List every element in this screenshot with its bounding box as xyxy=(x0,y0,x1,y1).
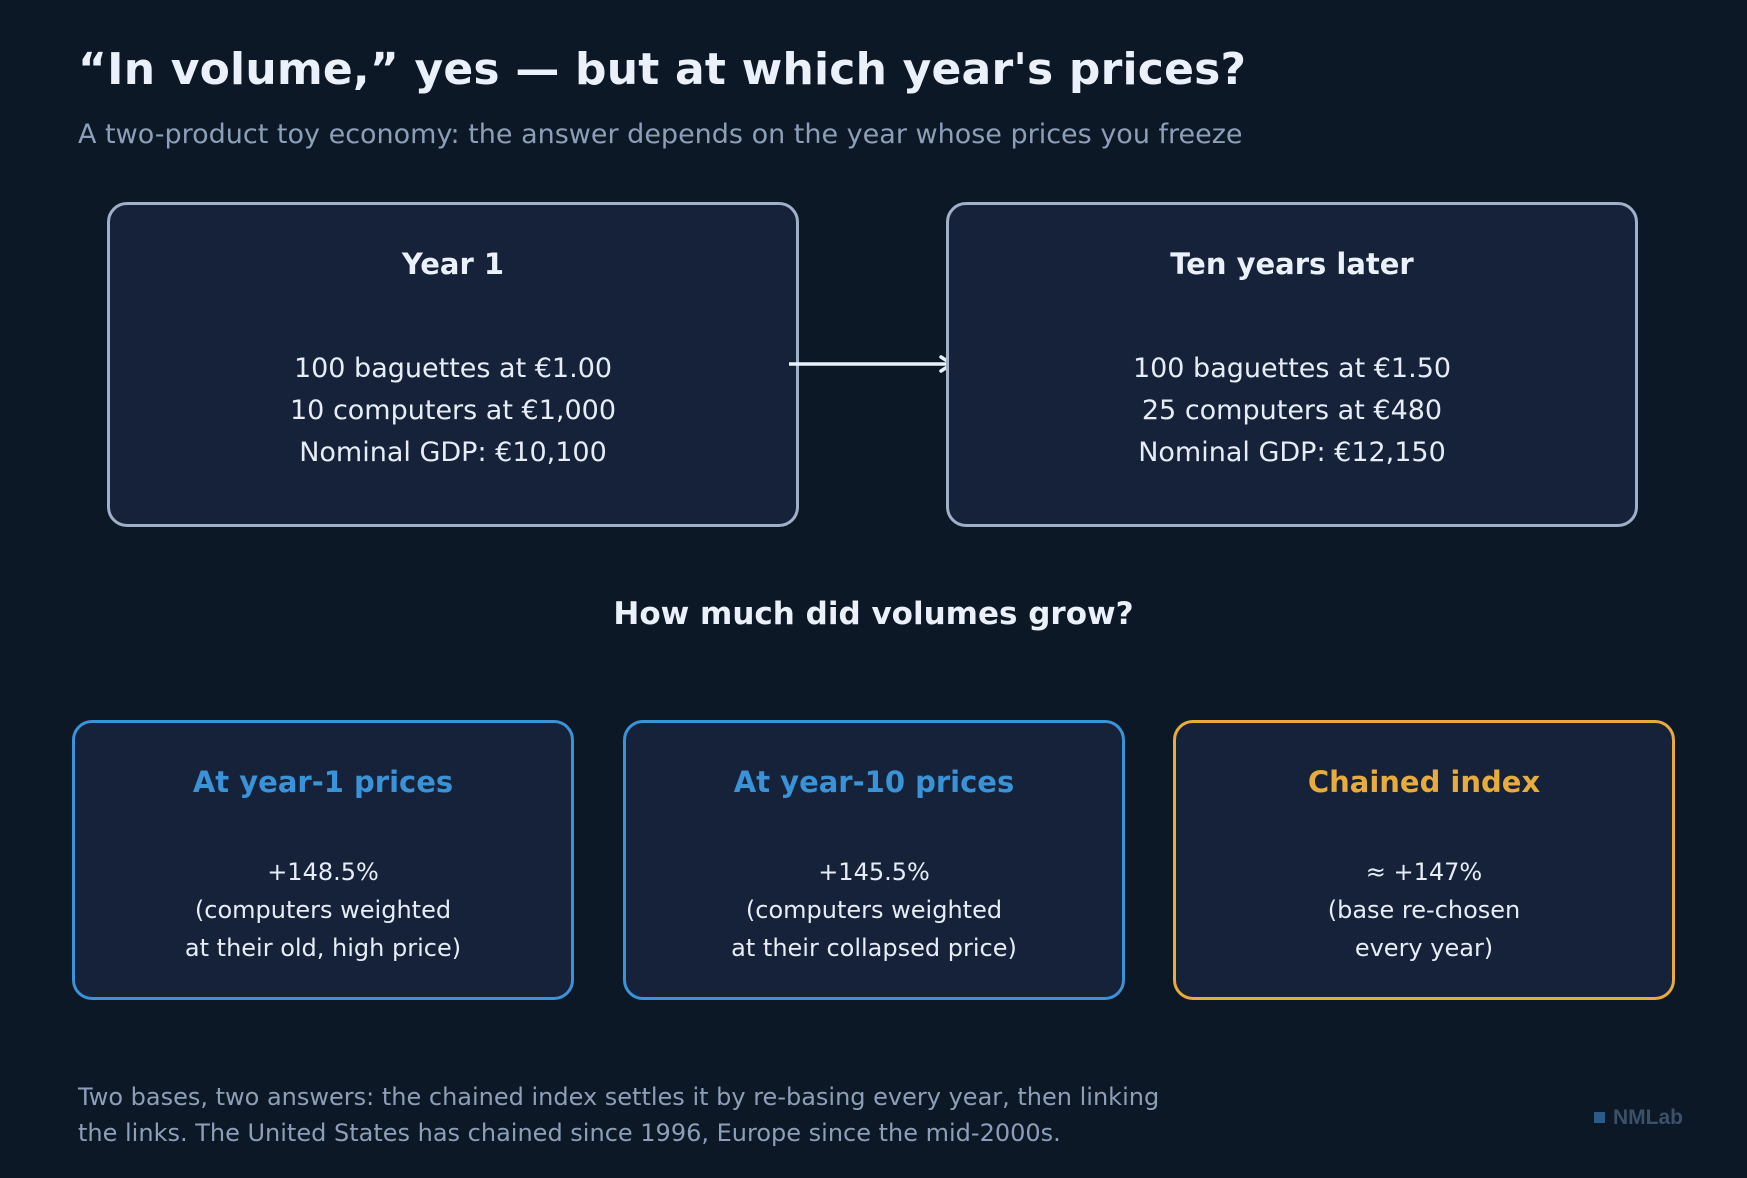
result-chained-note-cont: every year) xyxy=(1354,934,1494,962)
result-year-10-heading: At year-10 prices xyxy=(733,765,1015,799)
arrow-right-icon xyxy=(789,355,954,373)
year-10-computers: 25 computers at €480 xyxy=(1141,395,1443,426)
year-10-details: 100 baguettes at €1.50 25 computers at €… xyxy=(949,348,1635,474)
result-year-10-value: +145.5% xyxy=(818,858,930,886)
brand-name: NMLab xyxy=(1613,1106,1683,1129)
result-chained-heading: Chained index xyxy=(1307,765,1541,799)
result-chained-details: ≈ +147% (base re-chosen every year) xyxy=(1176,853,1672,967)
year-1-details: 100 baguettes at €1.00 10 computers at €… xyxy=(110,348,796,474)
year-1-computers: 10 computers at €1,000 xyxy=(290,395,616,426)
result-year-1-details: +148.5% (computers weighted at their old… xyxy=(75,853,571,967)
year-1-heading: Year 1 xyxy=(401,247,505,281)
result-year-10-note: (computers weighted xyxy=(745,896,1003,924)
year-1-baguettes: 100 baguettes at €1.00 xyxy=(293,353,613,384)
page-subtitle: A two-product toy economy: the answer de… xyxy=(78,119,1243,150)
year-10-nominal-gdp: Nominal GDP: €12,150 xyxy=(1138,437,1446,468)
result-chained-value: ≈ +147% xyxy=(1365,858,1483,886)
brand-logo: NMLab xyxy=(1594,1106,1683,1130)
result-year-1-note: (computers weighted xyxy=(194,896,452,924)
footnote-line-1: Two bases, two answers: the chained inde… xyxy=(78,1083,1160,1111)
result-year-1-value: +148.5% xyxy=(267,858,379,886)
result-year-1-prices: At year-1 prices +148.5% (computers weig… xyxy=(72,720,574,1000)
brand-square-icon xyxy=(1594,1112,1605,1123)
year-10-box: Ten years later 100 baguettes at €1.50 2… xyxy=(946,202,1638,527)
result-year-1-note-cont: at their old, high price) xyxy=(184,934,462,962)
result-chained-note: (base re-chosen xyxy=(1327,896,1521,924)
year-10-baguettes: 100 baguettes at €1.50 xyxy=(1132,353,1452,384)
footnote-line-2: the links. The United States has chained… xyxy=(78,1119,1061,1147)
result-year-10-note-cont: at their collapsed price) xyxy=(731,934,1017,962)
result-chained-index: Chained index ≈ +147% (base re-chosen ev… xyxy=(1173,720,1675,1000)
result-year-10-details: +145.5% (computers weighted at their col… xyxy=(626,853,1122,967)
footnote: Two bases, two answers: the chained inde… xyxy=(78,1079,1159,1151)
growth-question: How much did volumes grow? xyxy=(613,596,1134,632)
page-title: “In volume,” yes — but at which year's p… xyxy=(78,44,1247,95)
result-year-10-prices: At year-10 prices +145.5% (computers wei… xyxy=(623,720,1125,1000)
year-10-heading: Ten years later xyxy=(1170,247,1414,281)
year-1-nominal-gdp: Nominal GDP: €10,100 xyxy=(299,437,607,468)
year-1-box: Year 1 100 baguettes at €1.00 10 compute… xyxy=(107,202,799,527)
result-year-1-heading: At year-1 prices xyxy=(192,765,454,799)
